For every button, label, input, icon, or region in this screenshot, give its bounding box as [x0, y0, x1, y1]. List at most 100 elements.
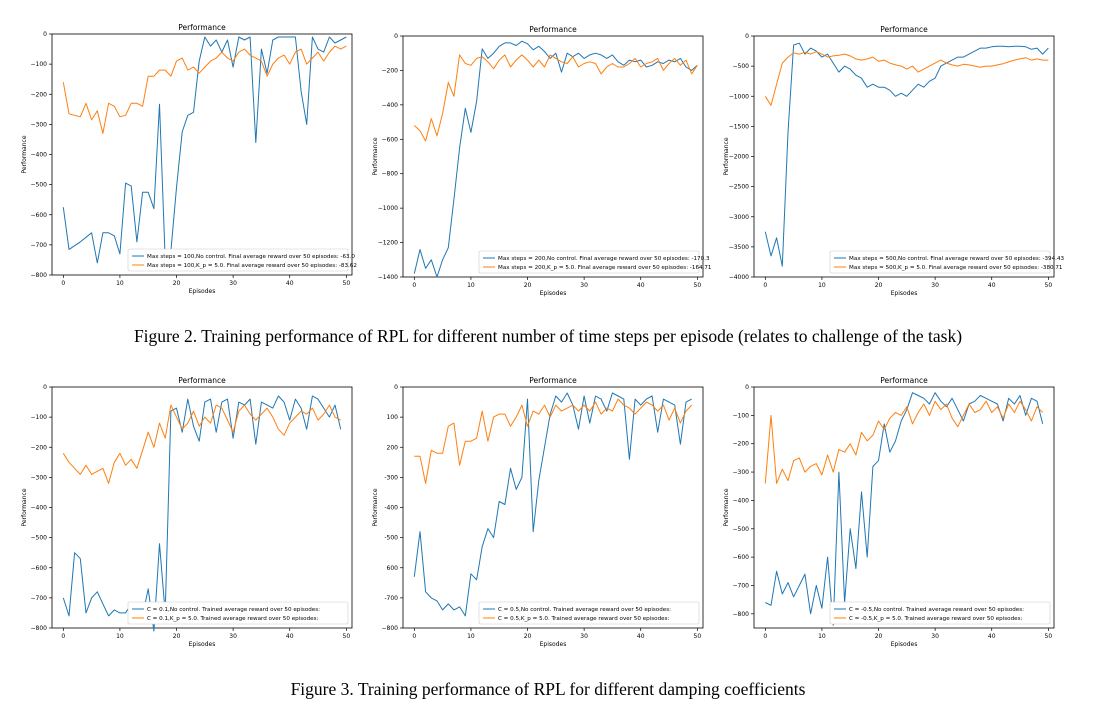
- legend-label: C = 0.1,K_p = 5.0. Trained average rewar…: [147, 616, 318, 622]
- series-line-no-control: [413, 40, 698, 278]
- y-tick-label: −500: [733, 526, 750, 533]
- legend-box: [829, 601, 1051, 625]
- chart-svg: Performance 0 −200 −400 −600 −800 −1000 −1200 −1…: [372, 25, 712, 297]
- legend-label: C = -0.5,No control. Trained average rew…: [849, 607, 1024, 613]
- y-tick-label: −1200: [378, 240, 398, 247]
- y-tick-label: -300: [384, 474, 398, 481]
- y-tick-label: −500: [31, 535, 48, 542]
- chart-svg: Performance 0 −500 −1000 −1500 −2000 −2500 −300…: [723, 25, 1065, 297]
- y-tick-label: −500: [733, 63, 750, 70]
- legend-box: [127, 248, 349, 272]
- plot-frame: [402, 386, 704, 629]
- series-line-no-control: [413, 392, 692, 617]
- chart-title: Performance: [178, 23, 226, 32]
- y-tick-label: 0: [43, 384, 47, 391]
- x-tick-label: 40: [637, 282, 645, 289]
- y-tick-label: −100: [31, 61, 48, 68]
- y-tick-label: 600: [387, 565, 399, 572]
- y-tick-label: −1500: [729, 123, 749, 130]
- chart-title: Performance: [529, 376, 577, 385]
- legend-label: Max steps = 500,K_p = 5.0. Final average…: [849, 265, 1063, 271]
- y-tick-label: −2000: [729, 154, 749, 161]
- x-tick-label: 20: [173, 280, 181, 287]
- figure-2-caption: Figure 2. Training performance of RPL fo…: [133, 326, 963, 346]
- y-tick-label: −300: [31, 474, 48, 481]
- x-axis-label: Episodes: [189, 641, 216, 648]
- chart-svg: Performance 0 −100 −200 −300 −400 −500 −600 −700…: [21, 376, 353, 648]
- figure-3-caption: Figure 3. Training performance of RPL fo…: [290, 679, 806, 699]
- legend-box: [478, 601, 700, 625]
- chart-title: Performance: [880, 376, 928, 385]
- x-tick-label: 10: [467, 633, 475, 640]
- y-tick-label: −800: [733, 611, 750, 618]
- series-line-kp: [413, 54, 698, 142]
- y-tick-label: −400: [382, 102, 399, 109]
- x-tick-label: 10: [818, 282, 826, 289]
- y-tick-label: −800: [382, 171, 399, 178]
- y-axis-label: Performance: [723, 488, 730, 526]
- series-line-kp: [414, 398, 693, 484]
- plot-frame: [402, 35, 704, 278]
- plot-frame: [753, 386, 1055, 629]
- y-tick-label: −3000: [729, 214, 749, 221]
- x-tick-label: 0: [412, 633, 416, 640]
- legend-box: [829, 250, 1051, 274]
- y-tick-label: −700: [31, 242, 48, 249]
- y-tick-label: −700: [31, 595, 48, 602]
- y-tick-label: −400: [733, 497, 750, 504]
- y-tick-label: 0: [394, 33, 398, 40]
- y-tick-label: 0: [745, 33, 749, 40]
- y-tick-label: −100: [31, 414, 48, 421]
- legend-label: Max steps = 100,K_p = 5.0. Final average…: [147, 263, 357, 269]
- y-tick-label: -700: [384, 595, 398, 602]
- y-axis-label: Performance: [723, 137, 730, 175]
- x-tick-label: 40: [988, 633, 996, 640]
- chart-max-steps-500: Performance 0 −500 −1000 −1500 −2000 −2500 −300…: [722, 22, 1067, 307]
- y-axis-label: Performance: [21, 488, 28, 526]
- chart-title: Performance: [178, 376, 226, 385]
- legend-label: Max steps = 500,No control. Final averag…: [849, 256, 1065, 262]
- x-axis-label: Episodes: [540, 290, 567, 297]
- y-tick-label: −200: [31, 444, 48, 451]
- legend-box: [478, 250, 700, 274]
- y-tick-label: −2500: [729, 184, 749, 191]
- legend-box: [127, 601, 349, 625]
- series-line-kp: [62, 404, 341, 484]
- y-tick-label: −1000: [378, 205, 398, 212]
- series-line-no-control: [62, 36, 347, 264]
- y-tick-label: −200: [382, 67, 399, 74]
- x-axis-label: Episodes: [891, 290, 918, 297]
- y-tick-label: −700: [733, 582, 750, 589]
- legend-label: Max steps = 100,No control. Final averag…: [147, 254, 355, 260]
- x-axis-label: Episodes: [540, 641, 567, 648]
- legend-label: C = 0.5,No control. Trained average rewa…: [498, 607, 671, 613]
- x-axis-label: Episodes: [891, 641, 918, 648]
- x-tick-label: 10: [818, 633, 826, 640]
- legend-label: C = -0.5,K_p = 5.0. Trained average rewa…: [849, 616, 1023, 622]
- y-tick-label: −400: [31, 505, 48, 512]
- x-tick-label: 0: [61, 633, 65, 640]
- series-line-no-control: [62, 395, 342, 632]
- x-tick-label: 0: [412, 282, 416, 289]
- series-line-kp: [62, 45, 347, 134]
- y-tick-label: −600: [31, 565, 48, 572]
- x-tick-label: 40: [637, 633, 645, 640]
- x-tick-label: 0: [763, 282, 767, 289]
- series-line-no-control: [765, 392, 1044, 626]
- x-tick-label: 0: [61, 280, 65, 287]
- chart-damping-neg-0.5: Performance 0 −100 −200 −300 −400 −500 −600 −700…: [722, 373, 1067, 658]
- y-tick-label: −100: [733, 412, 750, 419]
- chart-svg: Performance 0 −100 −200 −300 −400 −500 −600 −700…: [723, 376, 1055, 648]
- x-tick-label: 50: [343, 280, 351, 287]
- y-tick-label: −300: [733, 469, 750, 476]
- y-tick-label: −600: [733, 554, 750, 561]
- y-tick-label: 0: [394, 384, 398, 391]
- x-tick-label: 50: [1045, 282, 1053, 289]
- y-tick-label: −400: [31, 152, 48, 159]
- y-tick-label: −800: [382, 625, 399, 632]
- y-tick-label: −1400: [378, 274, 398, 281]
- legend-label: C = 0.1,No control. Trained average rewa…: [147, 607, 320, 613]
- x-tick-label: 10: [116, 280, 124, 287]
- x-tick-label: 30: [580, 282, 588, 289]
- chart-max-steps-200: Performance 0 −200 −400 −600 −800 −1000 −1200 −1…: [371, 22, 716, 307]
